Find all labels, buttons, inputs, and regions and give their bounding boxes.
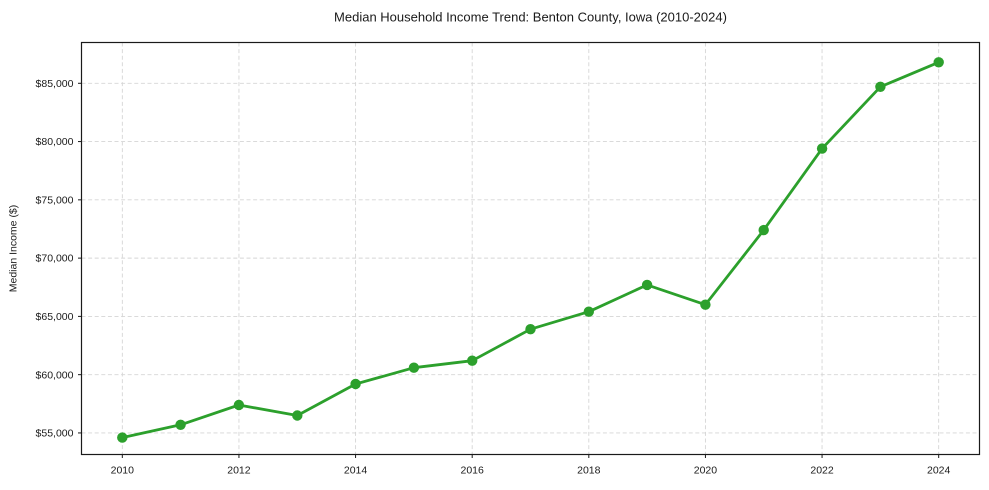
x-axis-tick-labels: 2010 2012 2014 2016 2018 2020 2022 2024 (111, 465, 951, 477)
axis-tick-marks (78, 82, 940, 458)
y-axis-label: Median Income ($) (8, 205, 20, 293)
data-point-marker (408, 362, 420, 373)
data-point-marker (117, 432, 128, 443)
y-axis-tick-labels: $55,000 $60,000 $65,000 $70,000 $75,000 $80,0… (36, 78, 74, 440)
plot-border (80, 41, 981, 456)
data-point-marker (467, 355, 478, 366)
data-point-marker (525, 324, 536, 335)
y-tick-label: $80,000 (36, 136, 74, 148)
data-point-marker (292, 410, 303, 421)
data-point-marker (641, 279, 653, 291)
chart-title: Median Household Income Trend: Benton Co… (334, 10, 727, 25)
x-tick-label: 2012 (227, 465, 251, 477)
gridlines (81, 42, 980, 455)
x-tick-label: 2010 (111, 465, 135, 477)
data-point-marker (175, 419, 186, 430)
data-point-marker (933, 57, 944, 68)
x-tick-label: 2018 (577, 465, 601, 477)
y-tick-label: $85,000 (36, 78, 74, 90)
data-point-marker (758, 224, 769, 236)
data-point-marker (816, 143, 828, 154)
data-point-marker (350, 378, 361, 390)
y-tick-label: $60,000 (36, 369, 74, 381)
x-tick-label: 2014 (344, 465, 368, 477)
data-point-marker (583, 306, 594, 317)
x-tick-label: 2020 (694, 465, 718, 477)
x-tick-label: 2024 (927, 465, 951, 477)
data-point-marker (233, 399, 245, 411)
y-tick-label: $75,000 (36, 194, 74, 206)
income-trend-line (120, 60, 941, 439)
data-point-marker (875, 81, 886, 93)
data-point-markers (117, 57, 944, 443)
y-tick-label: $65,000 (36, 311, 74, 323)
x-tick-label: 2016 (461, 465, 485, 477)
y-tick-label: $55,000 (36, 428, 74, 440)
data-point-marker (700, 299, 711, 310)
y-tick-label: $70,000 (36, 253, 74, 265)
x-tick-label: 2022 (810, 465, 834, 477)
